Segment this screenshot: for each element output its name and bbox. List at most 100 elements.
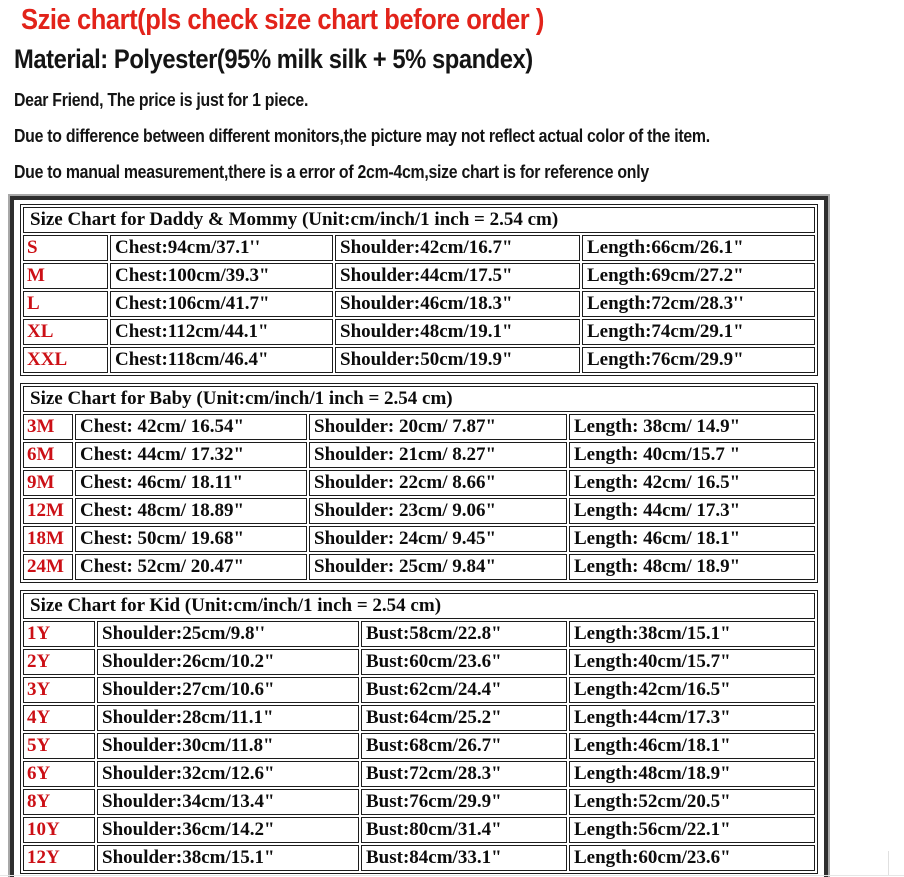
measurement-cell: Shoulder: 23cm/ 9.06"	[309, 498, 567, 524]
table-row: XXL Chest:118cm/46.4" Shoulder:50cm/19.9" L…	[23, 347, 815, 373]
measurement-cell: Chest:118cm/46.4"	[110, 347, 333, 373]
table-header-row: Size Chart for Kid (Unit:cm/inch/1 inch …	[23, 593, 815, 619]
material-line: Material: Polyester(95% milk silk + 5% s…	[14, 44, 533, 74]
image-bottom-edge-line	[0, 875, 904, 876]
measurement-cell: Length:52cm/20.5"	[569, 789, 815, 815]
table-row: 9M Chest: 46cm/ 18.11" Shoulder: 22cm/ 8.6…	[23, 470, 815, 496]
measurement-cell: Chest:94cm/37.1''	[110, 235, 333, 261]
table-row: 12M Chest: 48cm/ 18.89" Shoulder: 23cm/ 9.…	[23, 498, 815, 524]
table-row: M Chest:100cm/39.3" Shoulder:44cm/17.5" Len…	[23, 263, 815, 289]
measurement-cell: Shoulder:32cm/12.6"	[97, 761, 359, 787]
measurement-cell: Chest: 44cm/ 17.32"	[75, 442, 307, 468]
table-row: 8Y Shoulder:34cm/13.4" Bust:76cm/29.9" Leng…	[23, 789, 815, 815]
measurement-cell: Length:40cm/15.7"	[569, 649, 815, 675]
size-tables-frame: Size Chart for Daddy & Mommy (Unit:cm/in…	[8, 194, 830, 877]
measurement-cell: Shoulder: 25cm/ 9.84"	[309, 554, 567, 580]
measurement-cell: Shoulder:26cm/10.2"	[97, 649, 359, 675]
measurement-cell: Shoulder:42cm/16.7"	[335, 235, 580, 261]
size-label-cell: 18M	[23, 526, 73, 552]
measurement-cell: Bust:60cm/23.6"	[361, 649, 567, 675]
measurement-cell: Chest: 48cm/ 18.89"	[75, 498, 307, 524]
size-label-cell: 8Y	[23, 789, 95, 815]
measurement-cell: Length: 42cm/ 16.5"	[569, 470, 815, 496]
measurement-cell: Bust:62cm/24.4"	[361, 677, 567, 703]
measurement-cell: Chest: 42cm/ 16.54"	[75, 414, 307, 440]
measurement-cell: Shoulder:46cm/18.3"	[335, 291, 580, 317]
measurement-cell: Bust:80cm/31.4"	[361, 817, 567, 843]
table-row: 3M Chest: 42cm/ 16.54" Shoulder: 20cm/ 7.8…	[23, 414, 815, 440]
note-measurement: Due to manual measurement,there is a err…	[14, 162, 649, 182]
image-right-edge-line	[888, 851, 889, 875]
measurement-cell: Shoulder: 22cm/ 8.66"	[309, 470, 567, 496]
measurement-cell: Length:48cm/18.9"	[569, 761, 815, 787]
size-label-cell: 6M	[23, 442, 73, 468]
size-label-cell: 4Y	[23, 705, 95, 731]
measurement-cell: Bust:64cm/25.2"	[361, 705, 567, 731]
measurement-cell: Shoulder: 20cm/ 7.87"	[309, 414, 567, 440]
measurement-cell: Length: 44cm/ 17.3"	[569, 498, 815, 524]
table-title: Size Chart for Kid (Unit:cm/inch/1 inch …	[23, 593, 815, 619]
measurement-cell: Length:66cm/26.1"	[582, 235, 815, 261]
measurement-cell: Length: 46cm/ 18.1"	[569, 526, 815, 552]
table-row: 4Y Shoulder:28cm/11.1" Bust:64cm/25.2" Leng…	[23, 705, 815, 731]
size-label-cell: XL	[23, 319, 108, 345]
measurement-cell: Length:72cm/28.3''	[582, 291, 815, 317]
measurement-cell: Length:46cm/18.1"	[569, 733, 815, 759]
size-table-daddy-mommy: Size Chart for Daddy & Mommy (Unit:cm/in…	[20, 204, 818, 376]
table-title: Size Chart for Daddy & Mommy (Unit:cm/in…	[23, 207, 815, 233]
measurement-cell: Bust:72cm/28.3"	[361, 761, 567, 787]
table-header-row: Size Chart for Baby (Unit:cm/inch/1 inch…	[23, 386, 815, 412]
table-row: 2Y Shoulder:26cm/10.2" Bust:60cm/23.6" Leng…	[23, 649, 815, 675]
measurement-cell: Length:44cm/17.3"	[569, 705, 815, 731]
measurement-cell: Length:38cm/15.1"	[569, 621, 815, 647]
measurement-cell: Chest: 50cm/ 19.68"	[75, 526, 307, 552]
note-monitors: Due to difference between different moni…	[14, 126, 710, 146]
measurement-cell: Length: 38cm/ 14.9"	[569, 414, 815, 440]
size-label-cell: M	[23, 263, 108, 289]
table-row: XL Chest:112cm/44.1" Shoulder:48cm/19.1" Le…	[23, 319, 815, 345]
measurement-cell: Chest:100cm/39.3"	[110, 263, 333, 289]
size-label-cell: 6Y	[23, 761, 95, 787]
note-price: Dear Friend, The price is just for 1 pie…	[14, 90, 309, 110]
table-row: 12Y Shoulder:38cm/15.1" Bust:84cm/33.1" Len…	[23, 845, 815, 871]
measurement-cell: Shoulder:36cm/14.2"	[97, 817, 359, 843]
measurement-cell: Shoulder:44cm/17.5"	[335, 263, 580, 289]
measurement-cell: Length: 40cm/15.7 "	[569, 442, 815, 468]
measurement-cell: Shoulder:38cm/15.1"	[97, 845, 359, 871]
size-label-cell: 12M	[23, 498, 73, 524]
measurement-cell: Shoulder:48cm/19.1"	[335, 319, 580, 345]
measurement-cell: Shoulder:25cm/9.8''	[97, 621, 359, 647]
measurement-cell: Bust:76cm/29.9"	[361, 789, 567, 815]
size-label-cell: 3Y	[23, 677, 95, 703]
size-label-cell: 2Y	[23, 649, 95, 675]
table-row: 6M Chest: 44cm/ 17.32" Shoulder: 21cm/ 8.2…	[23, 442, 815, 468]
size-label-cell: S	[23, 235, 108, 261]
table-title: Size Chart for Baby (Unit:cm/inch/1 inch…	[23, 386, 815, 412]
measurement-cell: Length:42cm/16.5"	[569, 677, 815, 703]
measurement-cell: Length:60cm/23.6"	[569, 845, 815, 871]
table-row: 10Y Shoulder:36cm/14.2" Bust:80cm/31.4" Len…	[23, 817, 815, 843]
table-row: 3Y Shoulder:27cm/10.6" Bust:62cm/24.4" Leng…	[23, 677, 815, 703]
size-label-cell: 1Y	[23, 621, 95, 647]
measurement-cell: Shoulder:28cm/11.1"	[97, 705, 359, 731]
page-title: Szie chart(pls check size chart before o…	[21, 4, 544, 36]
measurement-cell: Chest:112cm/44.1"	[110, 319, 333, 345]
table-row: 1Y Shoulder:25cm/9.8'' Bust:58cm/22.8" Leng…	[23, 621, 815, 647]
size-table-kid: Size Chart for Kid (Unit:cm/inch/1 inch …	[20, 590, 818, 874]
table-row: 5Y Shoulder:30cm/11.8" Bust:68cm/26.7" Leng…	[23, 733, 815, 759]
measurement-cell: Length: 48cm/ 18.9"	[569, 554, 815, 580]
measurement-cell: Chest: 46cm/ 18.11"	[75, 470, 307, 496]
size-table-baby: Size Chart for Baby (Unit:cm/inch/1 inch…	[20, 383, 818, 583]
measurement-cell: Length:69cm/27.2"	[582, 263, 815, 289]
measurement-cell: Shoulder:30cm/11.8"	[97, 733, 359, 759]
measurement-cell: Shoulder: 24cm/ 9.45"	[309, 526, 567, 552]
measurement-cell: Chest: 52cm/ 20.47"	[75, 554, 307, 580]
table-row: 6Y Shoulder:32cm/12.6" Bust:72cm/28.3" Leng…	[23, 761, 815, 787]
measurement-cell: Shoulder: 21cm/ 8.27"	[309, 442, 567, 468]
measurement-cell: Length:56cm/22.1"	[569, 817, 815, 843]
measurement-cell: Shoulder:34cm/13.4"	[97, 789, 359, 815]
table-row: 24M Chest: 52cm/ 20.47" Shoulder: 25cm/ 9.…	[23, 554, 815, 580]
size-label-cell: XXL	[23, 347, 108, 373]
measurement-cell: Bust:58cm/22.8"	[361, 621, 567, 647]
